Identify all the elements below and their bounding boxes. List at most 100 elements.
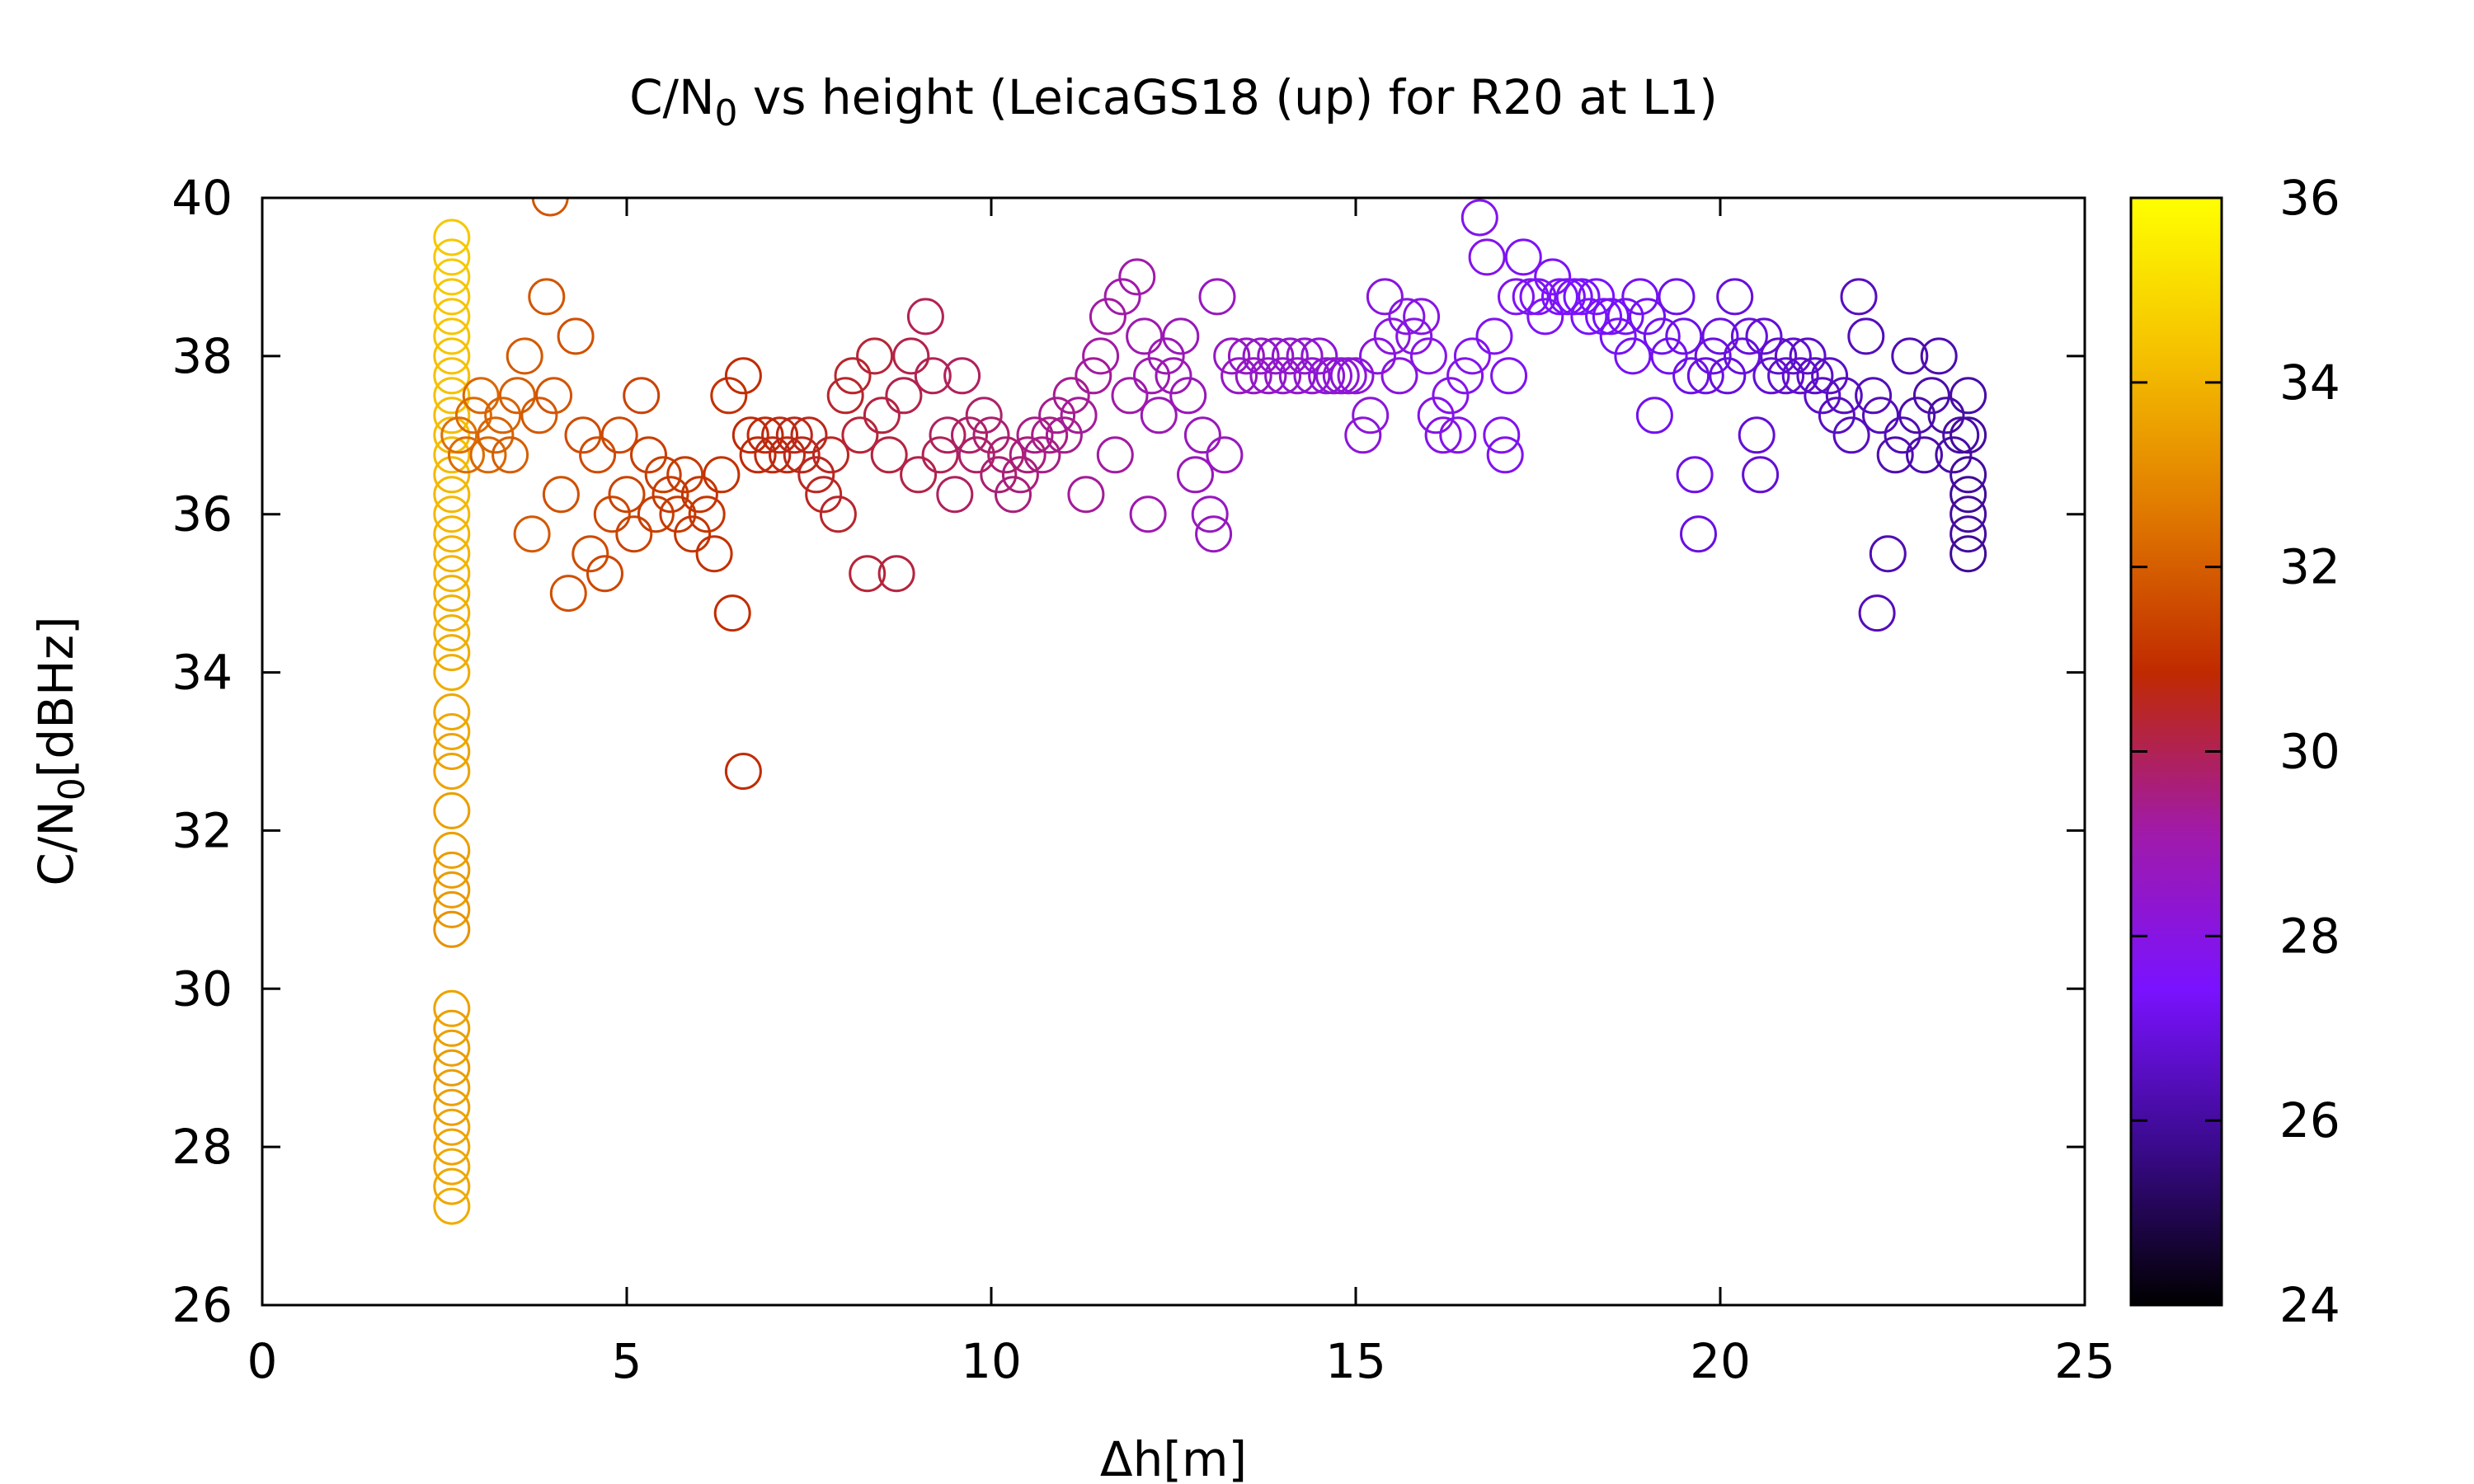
data-point <box>1672 357 1710 395</box>
data-point <box>1643 317 1681 355</box>
chart-title: C/N0 vs height (LeicaGS18 (up) for R20 a… <box>629 69 1718 134</box>
data-point <box>1950 476 1987 514</box>
data-point <box>433 515 471 553</box>
data-point <box>995 476 1032 514</box>
data-point <box>1169 377 1207 415</box>
data-point <box>433 575 471 613</box>
data-point <box>1599 317 1637 355</box>
data-point <box>644 456 682 494</box>
data-point <box>834 357 872 395</box>
y-axis: 26 28 30 32 34 36 38 40 <box>172 170 2085 1333</box>
data-point <box>1876 436 1914 474</box>
data-point <box>1840 278 1878 316</box>
data-point <box>1089 298 1126 336</box>
data-point <box>1126 317 1164 355</box>
data-point <box>1855 377 1893 415</box>
data-point <box>1621 278 1659 316</box>
data-point <box>1001 456 1039 494</box>
data-point <box>1023 436 1061 474</box>
data-point <box>608 476 646 514</box>
data-point <box>433 1187 471 1225</box>
data-point <box>549 575 587 613</box>
data-point <box>929 416 967 454</box>
data-point <box>454 397 492 434</box>
data-point <box>1198 278 1236 316</box>
data-point <box>1177 456 1214 494</box>
data-point <box>1344 416 1382 454</box>
data-point <box>1388 298 1426 336</box>
data-point <box>433 1088 471 1126</box>
x-tick-label: 25 <box>2054 1333 2115 1389</box>
data-point <box>1585 298 1623 336</box>
data-point <box>1206 436 1244 474</box>
data-point <box>1235 357 1272 395</box>
data-point <box>433 871 471 909</box>
data-point <box>433 1148 471 1186</box>
data-point <box>739 436 777 474</box>
data-point <box>579 436 617 474</box>
data-point <box>1271 337 1309 375</box>
data-point <box>1432 377 1470 415</box>
data-point <box>513 515 551 553</box>
data-point <box>870 436 908 474</box>
data-point <box>1534 258 1572 296</box>
data-point <box>1009 436 1047 474</box>
data-point <box>914 357 952 395</box>
data-point <box>1460 199 1498 237</box>
data-point <box>1118 258 1156 296</box>
data-point <box>1709 357 1747 395</box>
y-tick-label: 26 <box>172 1277 233 1333</box>
y-tick-label: 34 <box>172 645 233 701</box>
data-point <box>433 278 471 316</box>
data-point <box>1424 416 1462 454</box>
data-point <box>1031 416 1069 454</box>
data-point <box>1359 337 1396 375</box>
data-point <box>921 436 959 474</box>
data-point <box>586 555 623 593</box>
plot-frame <box>261 196 2086 1307</box>
data-point <box>1286 337 1324 375</box>
data-point <box>1942 416 1980 454</box>
data-point <box>1475 317 1513 355</box>
data-point <box>1760 337 1798 375</box>
data-point <box>531 198 569 217</box>
data-point <box>1825 377 1863 415</box>
data-point <box>477 416 515 454</box>
data-point <box>484 397 522 434</box>
x-tick-label: 15 <box>1325 1333 1386 1389</box>
colorbar-tick-label: 30 <box>2279 724 2340 780</box>
data-point <box>1453 337 1491 375</box>
data-point <box>1096 436 1134 474</box>
data-point <box>1950 495 1987 533</box>
data-point <box>433 377 471 415</box>
y-tick-label: 30 <box>172 960 233 1017</box>
data-point <box>980 456 1018 494</box>
data-point <box>1676 456 1714 494</box>
data-point <box>1950 535 1987 573</box>
data-point <box>433 654 471 692</box>
data-point <box>906 298 944 336</box>
data-point <box>1417 397 1455 434</box>
data-point <box>936 476 974 514</box>
data-point <box>1606 298 1644 336</box>
data-point <box>1060 397 1098 434</box>
colorbar-axis: 24 26 28 30 32 34 36 <box>2131 170 2340 1333</box>
data-point <box>1789 337 1827 375</box>
data-point <box>1111 377 1149 415</box>
data-point <box>623 377 661 415</box>
data-point <box>680 476 718 514</box>
data-point <box>433 989 471 1027</box>
data-point <box>1409 337 1447 375</box>
data-point <box>1227 337 1265 375</box>
data-point <box>433 495 471 533</box>
data-point <box>1352 397 1390 434</box>
data-point <box>1162 317 1200 355</box>
data-point <box>856 337 894 375</box>
data-point <box>433 831 471 869</box>
y-tick-label: 40 <box>172 170 233 226</box>
y-tick-label: 36 <box>172 486 233 542</box>
colorbar-tick-label: 24 <box>2279 1277 2340 1333</box>
data-point <box>1140 397 1178 434</box>
data-point <box>1950 456 1987 494</box>
data-point <box>1403 298 1441 336</box>
